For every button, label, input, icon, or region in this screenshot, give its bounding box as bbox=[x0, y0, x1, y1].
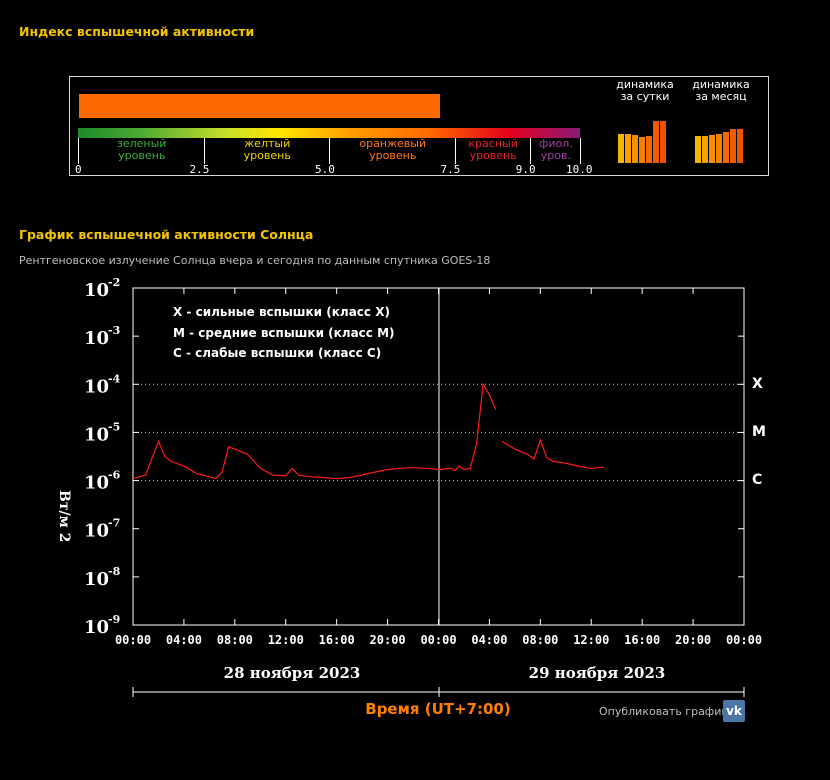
y-axis-label: Вт/м 2 bbox=[56, 490, 72, 542]
level-segment: зеленый уровень bbox=[78, 138, 205, 164]
dynamics-bar bbox=[723, 132, 729, 163]
dynamics-day-label-line1: динамика bbox=[616, 78, 674, 91]
publish-label: Опубликовать график: bbox=[599, 705, 732, 718]
y-tick-exponent: -7 bbox=[108, 517, 120, 530]
level-name: желтый bbox=[244, 137, 291, 150]
x-tick-label: 04:00 bbox=[166, 633, 202, 647]
level-word: уровень bbox=[469, 149, 517, 162]
x-tick-label: 08:00 bbox=[522, 633, 558, 647]
level-segment: красный уровень bbox=[454, 137, 531, 164]
level-segment: оранжевый уровень bbox=[329, 138, 456, 164]
x-tick-label: 16:00 bbox=[624, 633, 660, 647]
y-tick-label: 10 bbox=[84, 280, 109, 301]
level-word: уровень bbox=[118, 149, 166, 162]
vk-share-button[interactable]: vk bbox=[723, 700, 745, 722]
y-tick-exponent: -2 bbox=[108, 276, 120, 289]
dynamics-bar bbox=[653, 121, 659, 163]
dynamics-bar bbox=[646, 135, 652, 163]
dynamics-bar bbox=[639, 136, 645, 163]
x-tick-label: 20:00 bbox=[675, 633, 711, 647]
x-axis-label: Время (UT+7:00) bbox=[365, 700, 510, 718]
x-tick-label: 16:00 bbox=[319, 633, 355, 647]
level-segment: желтый уровень bbox=[203, 137, 331, 164]
level-gradient bbox=[78, 128, 580, 138]
dynamics-day-label-line2: за сутки bbox=[620, 90, 670, 103]
dynamics-bar bbox=[716, 133, 722, 163]
dynamics-bar bbox=[730, 129, 736, 163]
flare-index-panel: зеленый уровень желтый уровень оранжевый уров… bbox=[69, 76, 769, 176]
level-tick: 10.0 bbox=[566, 163, 593, 176]
y-tick-label: 10 bbox=[84, 328, 109, 349]
dynamics-bar bbox=[618, 133, 624, 163]
y-tick-exponent: -9 bbox=[108, 613, 120, 626]
level-name: зеленый bbox=[117, 137, 167, 150]
level-word: уровень bbox=[369, 149, 417, 162]
dynamics-month-label: динамика за месяц bbox=[685, 79, 757, 103]
y-tick-exponent: -3 bbox=[108, 324, 120, 337]
dynamics-bar bbox=[709, 134, 715, 163]
legend-m: M - средние вспышки (класс M) bbox=[173, 326, 395, 340]
x-tick-label: 00:00 bbox=[115, 633, 151, 647]
dynamics-bar bbox=[660, 121, 666, 163]
x-tick-label: 08:00 bbox=[217, 633, 253, 647]
index-title: Индекс вспышечной активности bbox=[19, 24, 255, 39]
y-tick-label: 10 bbox=[84, 424, 109, 445]
level-tick: 5.0 bbox=[315, 163, 335, 176]
dynamics-bar bbox=[625, 133, 631, 163]
chart-subtitle: Рентгеновское излучение Солнца вчера и с… bbox=[19, 254, 491, 267]
y-tick-label: 10 bbox=[84, 521, 109, 542]
dynamics-bar bbox=[695, 135, 701, 163]
x-tick-label: 04:00 bbox=[471, 633, 507, 647]
x-tick-label: 12:00 bbox=[268, 633, 304, 647]
x-tick-label: 20:00 bbox=[370, 633, 406, 647]
class-label-c: C bbox=[752, 472, 762, 488]
dynamics-month-label-line1: динамика bbox=[692, 78, 750, 91]
chart-title: График вспышечной активности Солнца bbox=[19, 227, 314, 242]
class-label-x: X bbox=[752, 376, 763, 392]
flare-index-bar bbox=[79, 94, 441, 118]
date-day1: 28 ноября 2023 bbox=[224, 664, 361, 682]
level-tick: 7.5 bbox=[440, 163, 461, 176]
y-tick-label: 10 bbox=[84, 473, 109, 494]
dynamics-bar bbox=[702, 135, 708, 163]
level-name: красный bbox=[468, 137, 518, 150]
y-tick-label: 10 bbox=[84, 617, 109, 638]
level-segment: фиол. уров. bbox=[529, 137, 581, 164]
y-tick-exponent: -4 bbox=[108, 372, 121, 385]
x-tick-label: 12:00 bbox=[573, 633, 609, 647]
level-tick: 2.5 bbox=[189, 163, 210, 176]
y-tick-exponent: -8 bbox=[108, 565, 121, 578]
level-tick: 9.0 bbox=[515, 163, 536, 176]
y-tick-exponent: -6 bbox=[108, 469, 121, 482]
level-name: фиол. bbox=[538, 137, 573, 150]
dynamics-month-label-line2: за месяц bbox=[695, 90, 747, 103]
y-tick-label: 10 bbox=[84, 569, 109, 590]
level-word: уров. bbox=[540, 149, 571, 162]
xray-flux-line bbox=[132, 382, 497, 480]
xray-flux-line bbox=[501, 438, 605, 469]
y-tick-exponent: -5 bbox=[108, 420, 120, 433]
level-tick: 0 bbox=[75, 163, 82, 176]
date-day2: 29 ноября 2023 bbox=[529, 664, 666, 682]
x-tick-label: 00:00 bbox=[420, 633, 456, 647]
legend-x: X - сильные вспышки (класс X) bbox=[173, 305, 390, 319]
dynamics-bar bbox=[632, 134, 638, 163]
level-segment-end bbox=[580, 138, 581, 164]
level-name: оранжевый bbox=[359, 137, 427, 150]
y-tick-label: 10 bbox=[84, 376, 109, 397]
dynamics-day-label: динамика за сутки bbox=[609, 79, 681, 103]
legend-c: C - слабые вспышки (класс C) bbox=[173, 346, 381, 360]
level-word: уровень bbox=[243, 149, 291, 162]
dynamics-bar bbox=[737, 128, 743, 163]
class-label-m: M bbox=[752, 424, 766, 440]
x-tick-label: 00:00 bbox=[726, 633, 762, 647]
